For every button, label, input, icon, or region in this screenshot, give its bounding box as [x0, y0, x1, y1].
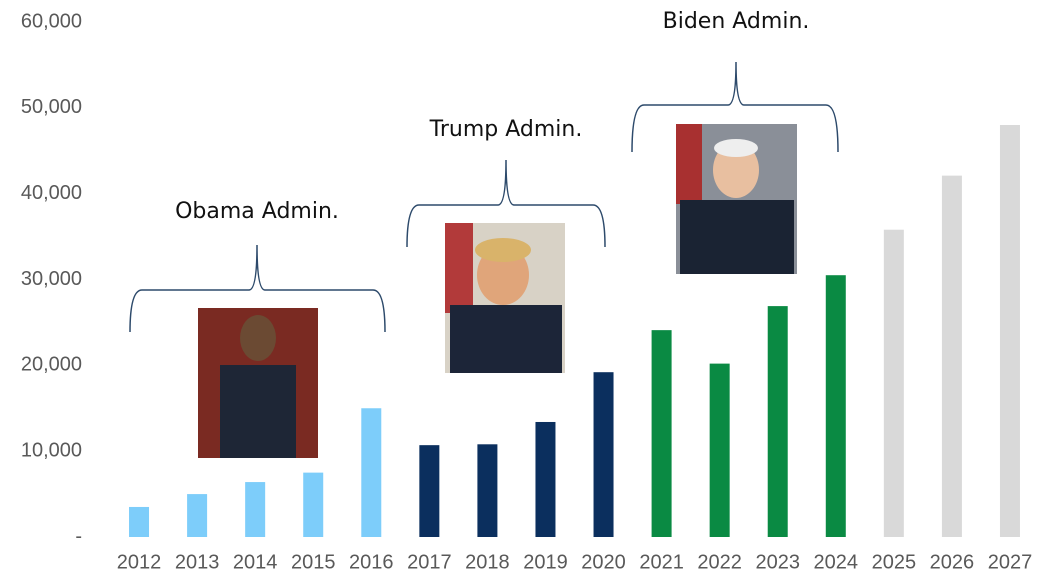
bar: [767, 306, 788, 537]
y-tick-label: -: [75, 525, 82, 547]
bar: [361, 408, 382, 537]
bracket: [129, 244, 386, 333]
photo-trump: [445, 223, 565, 373]
x-tick-label: 2017: [407, 551, 452, 573]
bar: [999, 125, 1020, 537]
y-tick-label: 10,000: [21, 439, 82, 461]
bar: [245, 482, 266, 537]
bar: [477, 444, 498, 537]
y-tick-label: 20,000: [21, 354, 82, 376]
x-tick-label: 2016: [349, 551, 394, 573]
y-tick-label: 50,000: [21, 96, 82, 118]
x-tick-label: 2018: [465, 551, 510, 573]
x-tick-label: 2023: [755, 551, 800, 573]
bar: [825, 275, 846, 537]
bar: [419, 445, 440, 537]
y-tick-label: 30,000: [21, 268, 82, 290]
photos: [198, 124, 797, 458]
x-tick-label: 2026: [930, 551, 975, 573]
bar: [129, 506, 150, 537]
x-tick-label: 2014: [233, 551, 278, 573]
bar: [883, 229, 904, 537]
bar: [941, 175, 962, 537]
x-tick-label: 2025: [872, 551, 917, 573]
x-tick-label: 2027: [988, 551, 1033, 573]
x-tick-label: 2012: [117, 551, 162, 573]
photo-biden: [676, 124, 797, 274]
annotation: Biden Admin.: [663, 9, 810, 34]
y-tick-label: 60,000: [21, 10, 82, 32]
annotation: Trump Admin.: [429, 117, 583, 142]
bar: [651, 330, 672, 537]
annotation: Obama Admin.: [175, 199, 339, 224]
bar: [709, 363, 730, 537]
bar: [187, 494, 208, 537]
x-tick-label: 2015: [291, 551, 336, 573]
y-tick-label: 40,000: [21, 182, 82, 204]
bracket: [406, 159, 606, 248]
x-tick-label: 2019: [523, 551, 568, 573]
photo-obama: [198, 308, 318, 458]
bracket: [631, 61, 839, 153]
bar: [593, 372, 614, 537]
x-tick-label: 2021: [639, 551, 684, 573]
x-tick-label: 2024: [814, 551, 859, 573]
x-tick-label: 2013: [175, 551, 220, 573]
x-tick-label: 2020: [581, 551, 626, 573]
bar: [535, 421, 556, 537]
bar: [303, 472, 324, 537]
x-tick-label: 2022: [697, 551, 742, 573]
